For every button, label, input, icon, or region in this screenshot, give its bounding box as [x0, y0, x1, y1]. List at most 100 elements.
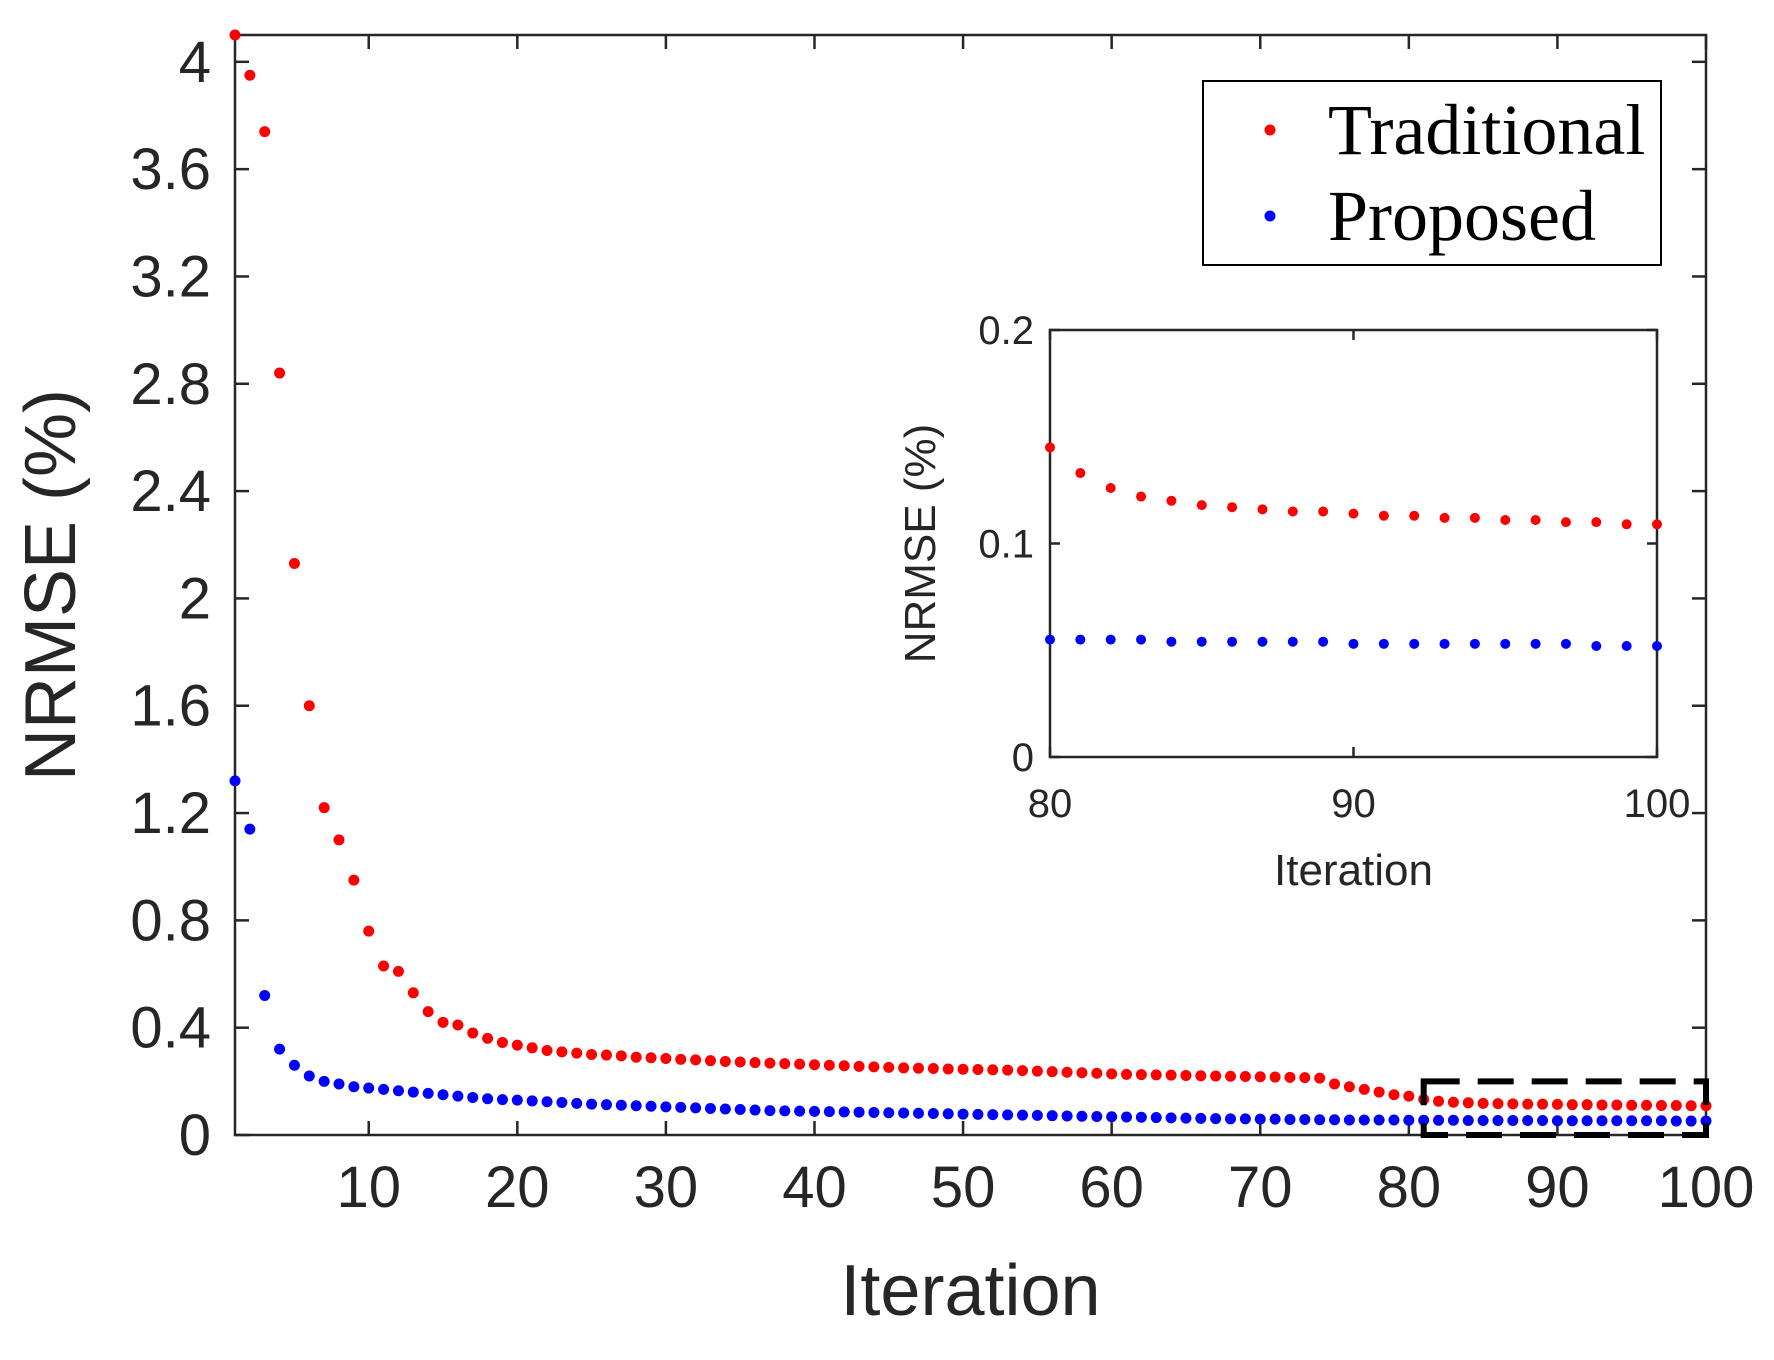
inset-axes-box — [1048, 328, 1659, 759]
main-point-traditional — [1299, 1072, 1311, 1084]
main-point-traditional — [1343, 1081, 1355, 1093]
inset-point-proposed — [1318, 636, 1329, 647]
main-point-proposed — [749, 1104, 761, 1116]
main-point-proposed — [912, 1107, 924, 1119]
main-point-traditional — [749, 1057, 761, 1069]
main-point-traditional — [482, 1032, 494, 1044]
main-point-traditional — [1641, 1099, 1653, 1111]
main-y-axis-title: NRMSE (%) — [11, 389, 91, 781]
main-point-proposed — [1061, 1110, 1073, 1122]
main-point-traditional — [378, 960, 390, 972]
main-point-traditional — [957, 1063, 969, 1075]
main-point-proposed — [1388, 1114, 1400, 1126]
inset-ytick-label: 0.2 — [978, 309, 1034, 353]
main-point-proposed — [452, 1090, 464, 1102]
main-point-proposed — [690, 1102, 702, 1114]
inset-point-proposed — [1105, 634, 1116, 645]
main-point-proposed — [274, 1043, 286, 1055]
main-point-proposed — [1017, 1109, 1029, 1121]
main-point-proposed — [645, 1100, 657, 1112]
main-point-traditional — [229, 29, 241, 41]
main-ytick-label: 1.2 — [130, 781, 211, 846]
main-xtick-label: 60 — [1079, 1155, 1144, 1220]
main-point-traditional — [1002, 1064, 1014, 1076]
main-point-proposed — [511, 1094, 523, 1106]
main-point-traditional — [303, 700, 315, 712]
inset-x-axis-title: Iteration — [1274, 846, 1433, 895]
main-ytick-label: 0.4 — [130, 996, 211, 1061]
inset-point-traditional — [1591, 517, 1602, 528]
inset-point-traditional — [1227, 502, 1238, 513]
legend-label-traditional: Traditional — [1328, 90, 1645, 170]
inset-point-traditional — [1439, 512, 1450, 523]
inset-point-proposed — [1227, 636, 1238, 647]
main-point-proposed — [1329, 1114, 1341, 1126]
inset-point-traditional — [1105, 482, 1116, 493]
main-xtick-label: 30 — [634, 1155, 699, 1220]
main-point-traditional — [794, 1058, 806, 1070]
main-point-traditional — [348, 874, 360, 886]
main-point-proposed — [482, 1093, 494, 1105]
main-point-proposed — [1091, 1110, 1103, 1122]
main-point-traditional — [526, 1042, 538, 1054]
main-point-proposed — [1670, 1115, 1682, 1127]
main-series-traditional — [229, 29, 1712, 1112]
main-point-traditional — [883, 1061, 895, 1073]
main-point-traditional — [1091, 1067, 1103, 1079]
main-point-traditional — [1284, 1071, 1296, 1083]
inset-point-traditional — [1287, 506, 1298, 517]
inset-point-traditional — [1075, 468, 1086, 479]
main-point-traditional — [1076, 1067, 1088, 1079]
inset-point-proposed — [1045, 634, 1055, 645]
main-point-traditional — [1551, 1098, 1563, 1110]
main-point-traditional — [1537, 1098, 1549, 1110]
main-point-traditional — [467, 1027, 479, 1039]
inset-series-proposed — [1045, 634, 1662, 651]
main-point-traditional — [437, 1016, 449, 1028]
main-point-traditional — [987, 1064, 999, 1076]
inset-xtick-label: 80 — [1028, 782, 1073, 826]
inset-point-traditional — [1045, 442, 1055, 453]
main-point-traditional — [1581, 1099, 1593, 1111]
main-point-traditional — [1329, 1078, 1341, 1090]
main-xtick-label: 90 — [1525, 1155, 1590, 1220]
main-point-traditional — [853, 1060, 865, 1072]
main-point-proposed — [883, 1107, 895, 1119]
inset-point-traditional — [1530, 515, 1541, 526]
main-point-traditional — [1655, 1099, 1667, 1111]
main-point-traditional — [407, 987, 419, 999]
inset-ytick-label: 0 — [1012, 736, 1034, 780]
inset-point-traditional — [1348, 508, 1359, 519]
main-point-traditional — [972, 1064, 984, 1076]
main-ytick-label: 1.6 — [130, 674, 211, 739]
main-point-proposed — [764, 1105, 776, 1117]
inset-point-proposed — [1378, 638, 1389, 649]
main-point-proposed — [1150, 1112, 1162, 1124]
main-point-traditional — [764, 1057, 776, 1069]
main-point-proposed — [838, 1106, 850, 1118]
main-point-proposed — [1076, 1110, 1088, 1122]
main-point-traditional — [704, 1055, 716, 1067]
main-ytick-label: 0 — [179, 1103, 211, 1168]
main-point-proposed — [437, 1089, 449, 1101]
main-point-proposed — [1626, 1115, 1638, 1127]
inset-point-proposed — [1287, 636, 1298, 647]
main-point-traditional — [318, 802, 330, 814]
inset-point-proposed — [1439, 638, 1450, 649]
main-point-proposed — [556, 1097, 568, 1109]
main-point-proposed — [1195, 1112, 1207, 1124]
main-point-proposed — [1358, 1114, 1370, 1126]
main-point-traditional — [1685, 1100, 1697, 1112]
main-series-proposed — [229, 775, 1712, 1127]
main-point-proposed — [526, 1095, 538, 1107]
main-point-proposed — [1299, 1113, 1311, 1125]
main-ytick-label: 2.4 — [130, 459, 211, 524]
inset-point-traditional — [1257, 504, 1268, 515]
main-point-proposed — [734, 1104, 746, 1116]
main-point-proposed — [1685, 1115, 1697, 1127]
inset-point-traditional — [1652, 519, 1662, 530]
main-point-proposed — [392, 1085, 404, 1097]
main-point-proposed — [1121, 1111, 1133, 1123]
inset-point-traditional — [1500, 515, 1511, 526]
